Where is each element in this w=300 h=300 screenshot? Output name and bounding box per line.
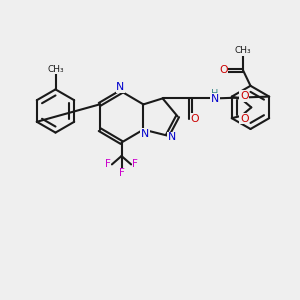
Text: CH₃: CH₃ bbox=[47, 64, 64, 74]
Text: O: O bbox=[219, 65, 228, 75]
Text: N: N bbox=[116, 82, 124, 92]
Text: F: F bbox=[118, 168, 124, 178]
Text: O: O bbox=[240, 91, 249, 101]
Text: N: N bbox=[141, 129, 149, 139]
Text: H: H bbox=[211, 88, 218, 99]
Text: CH₃: CH₃ bbox=[235, 46, 251, 55]
Text: N: N bbox=[167, 132, 176, 142]
Text: N: N bbox=[211, 94, 219, 104]
Text: F: F bbox=[105, 159, 111, 170]
Text: F: F bbox=[132, 159, 138, 170]
Text: O: O bbox=[190, 113, 199, 124]
Text: O: O bbox=[240, 114, 249, 124]
